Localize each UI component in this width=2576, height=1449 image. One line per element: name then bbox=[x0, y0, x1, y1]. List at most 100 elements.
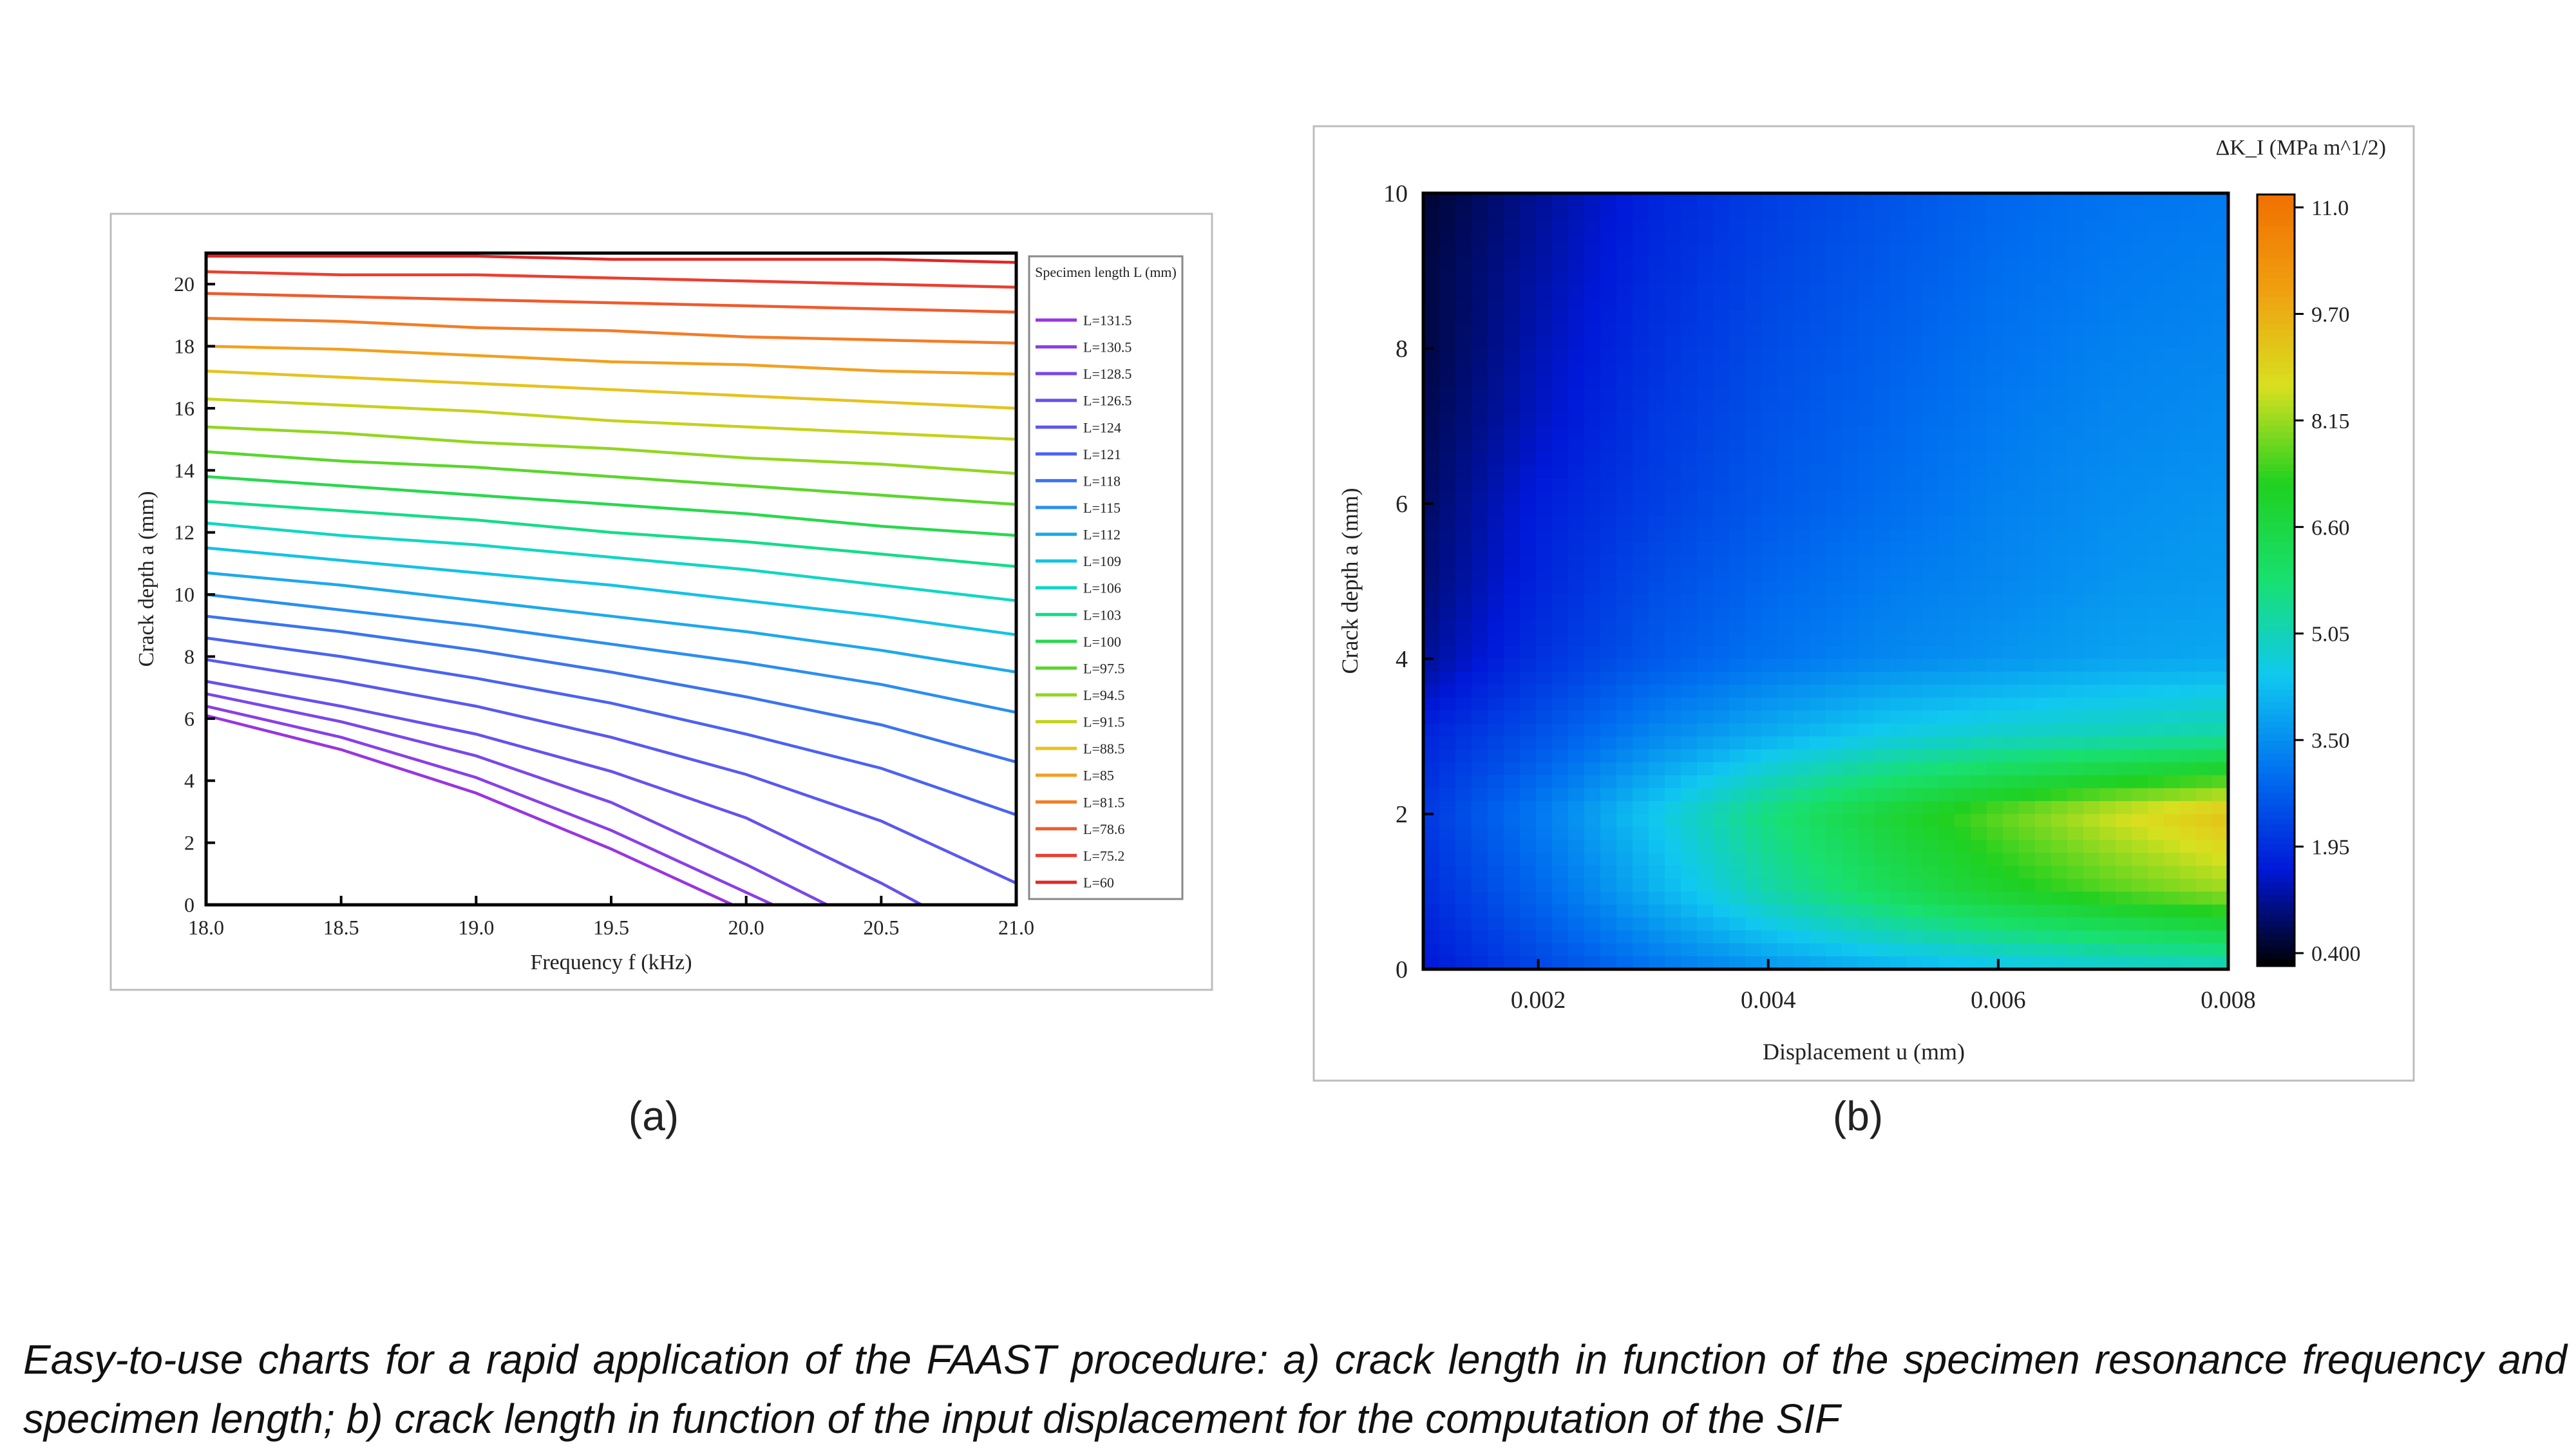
chart-b-heatmap-cell bbox=[2132, 400, 2148, 414]
chart-b-heatmap-cell bbox=[2116, 788, 2132, 802]
chart-b-heatmap-cell bbox=[1794, 878, 1810, 893]
chart-b-heatmap-cell bbox=[1745, 258, 1762, 272]
chart-b-heatmap-cell bbox=[2148, 814, 2164, 828]
chart-b-heatmap-cell bbox=[2164, 762, 2181, 776]
chart-b-heatmap-cell bbox=[2132, 504, 2148, 517]
chart-b-heatmap-cell bbox=[2148, 529, 2164, 544]
chart-b-heatmap-cell bbox=[1536, 827, 1553, 840]
chart-b-heatmap-cell bbox=[1794, 348, 1810, 362]
chart-b-heatmap-cell bbox=[1584, 361, 1601, 375]
chart-b-heatmap-cell bbox=[1874, 504, 1891, 517]
chart-b-heatmap-cell bbox=[1729, 529, 1746, 544]
chart-b-heatmap-cell bbox=[1874, 258, 1891, 272]
chart-b-heatmap-cell bbox=[1520, 245, 1537, 259]
chart-b-heatmap-cell bbox=[1536, 956, 1553, 970]
chart-b-heatmap-cell bbox=[1568, 232, 1585, 246]
chart-b-heatmap-cell bbox=[2099, 374, 2116, 388]
chart-b-heatmap-cell bbox=[1697, 788, 1714, 802]
chart-b-heatmap-cell bbox=[2099, 542, 2116, 556]
chart-b-colorbar-segment bbox=[2257, 516, 2295, 523]
chart-b-heatmap-cell bbox=[2051, 193, 2068, 207]
chart-b-colorbar-segment bbox=[2257, 844, 2295, 851]
chart-b-heatmap-cell bbox=[2051, 800, 2068, 815]
chart-b-heatmap-cell bbox=[2051, 206, 2068, 220]
chart-b-heatmap-cell bbox=[2196, 853, 2213, 867]
chart-b-heatmap-cell bbox=[1665, 659, 1681, 672]
chart-b-heatmap-cell bbox=[2099, 516, 2116, 530]
chart-b-heatmap-cell bbox=[1810, 710, 1826, 724]
chart-b-heatmap-cell bbox=[1633, 464, 1649, 478]
chart-b-heatmap-cell bbox=[1600, 309, 1617, 323]
chart-b-heatmap-cell bbox=[2212, 387, 2229, 401]
chart-b-colorbar-segment bbox=[2257, 323, 2295, 330]
chart-b-heatmap-cell bbox=[1633, 581, 1649, 595]
chart-b-heatmap-cell bbox=[1697, 555, 1714, 569]
chart-b-heatmap-cell bbox=[1665, 555, 1681, 569]
chart-b-heatmap-cell bbox=[1520, 853, 1537, 867]
chart-b-heatmap-cell bbox=[2212, 555, 2229, 569]
chart-b-heatmap-cell bbox=[2180, 710, 2197, 724]
chart-b-heatmap-cell bbox=[2116, 439, 2132, 453]
chart-b-heatmap-cell bbox=[1713, 659, 1730, 672]
chart-b-heatmap-cell bbox=[1777, 439, 1794, 453]
chart-b-heatmap-cell bbox=[1922, 348, 1939, 362]
chart-b-heatmap-cell bbox=[2067, 322, 2084, 336]
chart-b-heatmap-cell bbox=[1633, 632, 1649, 647]
chart-b-y-tick-label: 4 bbox=[1396, 646, 1408, 673]
chart-b-heatmap-cell bbox=[1455, 800, 1472, 815]
chart-b-heatmap-cell bbox=[1439, 723, 1456, 737]
chart-b-heatmap-cell bbox=[1955, 943, 1971, 957]
chart-b-heatmap-cell bbox=[1858, 581, 1875, 595]
chart-b-heatmap-cell bbox=[2003, 413, 2020, 427]
chart-b-heatmap-cell bbox=[2035, 322, 2052, 336]
chart-a-legend-entry: L=109 bbox=[1083, 553, 1121, 569]
chart-b-heatmap-cell bbox=[1713, 348, 1730, 362]
chart-b-heatmap-cell bbox=[1729, 943, 1746, 957]
chart-b-heatmap-cell bbox=[1552, 464, 1569, 478]
chart-a-series-line bbox=[205, 636, 1017, 817]
chart-a-legend-entry: L=91.5 bbox=[1083, 714, 1124, 730]
chart-a-y-tick-label: 12 bbox=[174, 521, 194, 544]
chart-b-heatmap-cell bbox=[1665, 581, 1681, 595]
chart-a-series-line bbox=[205, 397, 1017, 441]
chart-b-heatmap-cell bbox=[1584, 891, 1601, 905]
chart-b-heatmap-cell bbox=[1842, 568, 1859, 582]
chart-b-heatmap-cell bbox=[2083, 659, 2100, 672]
chart-b-heatmap-cell bbox=[1697, 607, 1714, 621]
chart-b-heatmap-cell bbox=[1455, 270, 1472, 285]
chart-b-heatmap-cell bbox=[1616, 736, 1633, 750]
chart-b-heatmap-cell bbox=[2132, 814, 2148, 828]
chart-b-heatmap-cell bbox=[1826, 516, 1842, 530]
chart-b-heatmap-cell bbox=[1794, 555, 1810, 569]
chart-b-heatmap-cell bbox=[1761, 258, 1778, 272]
chart-b-heatmap-cell bbox=[1890, 542, 1907, 556]
chart-b-heatmap-cell bbox=[1922, 529, 1939, 544]
chart-b-heatmap-cell bbox=[1681, 853, 1698, 867]
chart-b-heatmap-cell bbox=[2083, 348, 2100, 362]
chart-b-heatmap-cell bbox=[1665, 749, 1681, 763]
chart-b-heatmap-cell bbox=[2148, 607, 2164, 621]
chart-b-heatmap-cell bbox=[2003, 477, 2020, 491]
chart-b-heatmap-cell bbox=[1568, 322, 1585, 336]
chart-b-heatmap-cell bbox=[1955, 581, 1971, 595]
chart-a-series-line bbox=[205, 592, 1017, 714]
chart-b-heatmap-cell bbox=[1922, 645, 1939, 659]
chart-b-heatmap-cell bbox=[2164, 672, 2181, 685]
chart-b-heatmap-cell bbox=[2196, 413, 2213, 427]
chart-b-heatmap-cell bbox=[2132, 193, 2148, 207]
chart-b-heatmap-cell bbox=[2116, 917, 2132, 931]
chart-b-heatmap-cell bbox=[1810, 943, 1826, 957]
chart-b-heatmap-cell bbox=[1761, 504, 1778, 517]
chart-b-heatmap-cell bbox=[1890, 607, 1907, 621]
chart-b-colorbar-segment bbox=[2257, 689, 2295, 697]
chart-b-heatmap-cell bbox=[1971, 348, 1987, 362]
chart-b-heatmap-cell bbox=[2051, 620, 2068, 634]
chart-b-heatmap-cell bbox=[1649, 270, 1665, 285]
chart-b-heatmap-cell bbox=[1745, 387, 1762, 401]
chart-b-colorbar-segment bbox=[2257, 715, 2295, 723]
chart-b-heatmap-cell bbox=[1520, 827, 1537, 840]
chart-b-heatmap-cell bbox=[2196, 891, 2213, 905]
chart-b-heatmap-cell bbox=[1552, 296, 1569, 310]
chart-b-heatmap-cell bbox=[1633, 814, 1649, 828]
chart-b-heatmap-cell bbox=[1665, 775, 1681, 789]
